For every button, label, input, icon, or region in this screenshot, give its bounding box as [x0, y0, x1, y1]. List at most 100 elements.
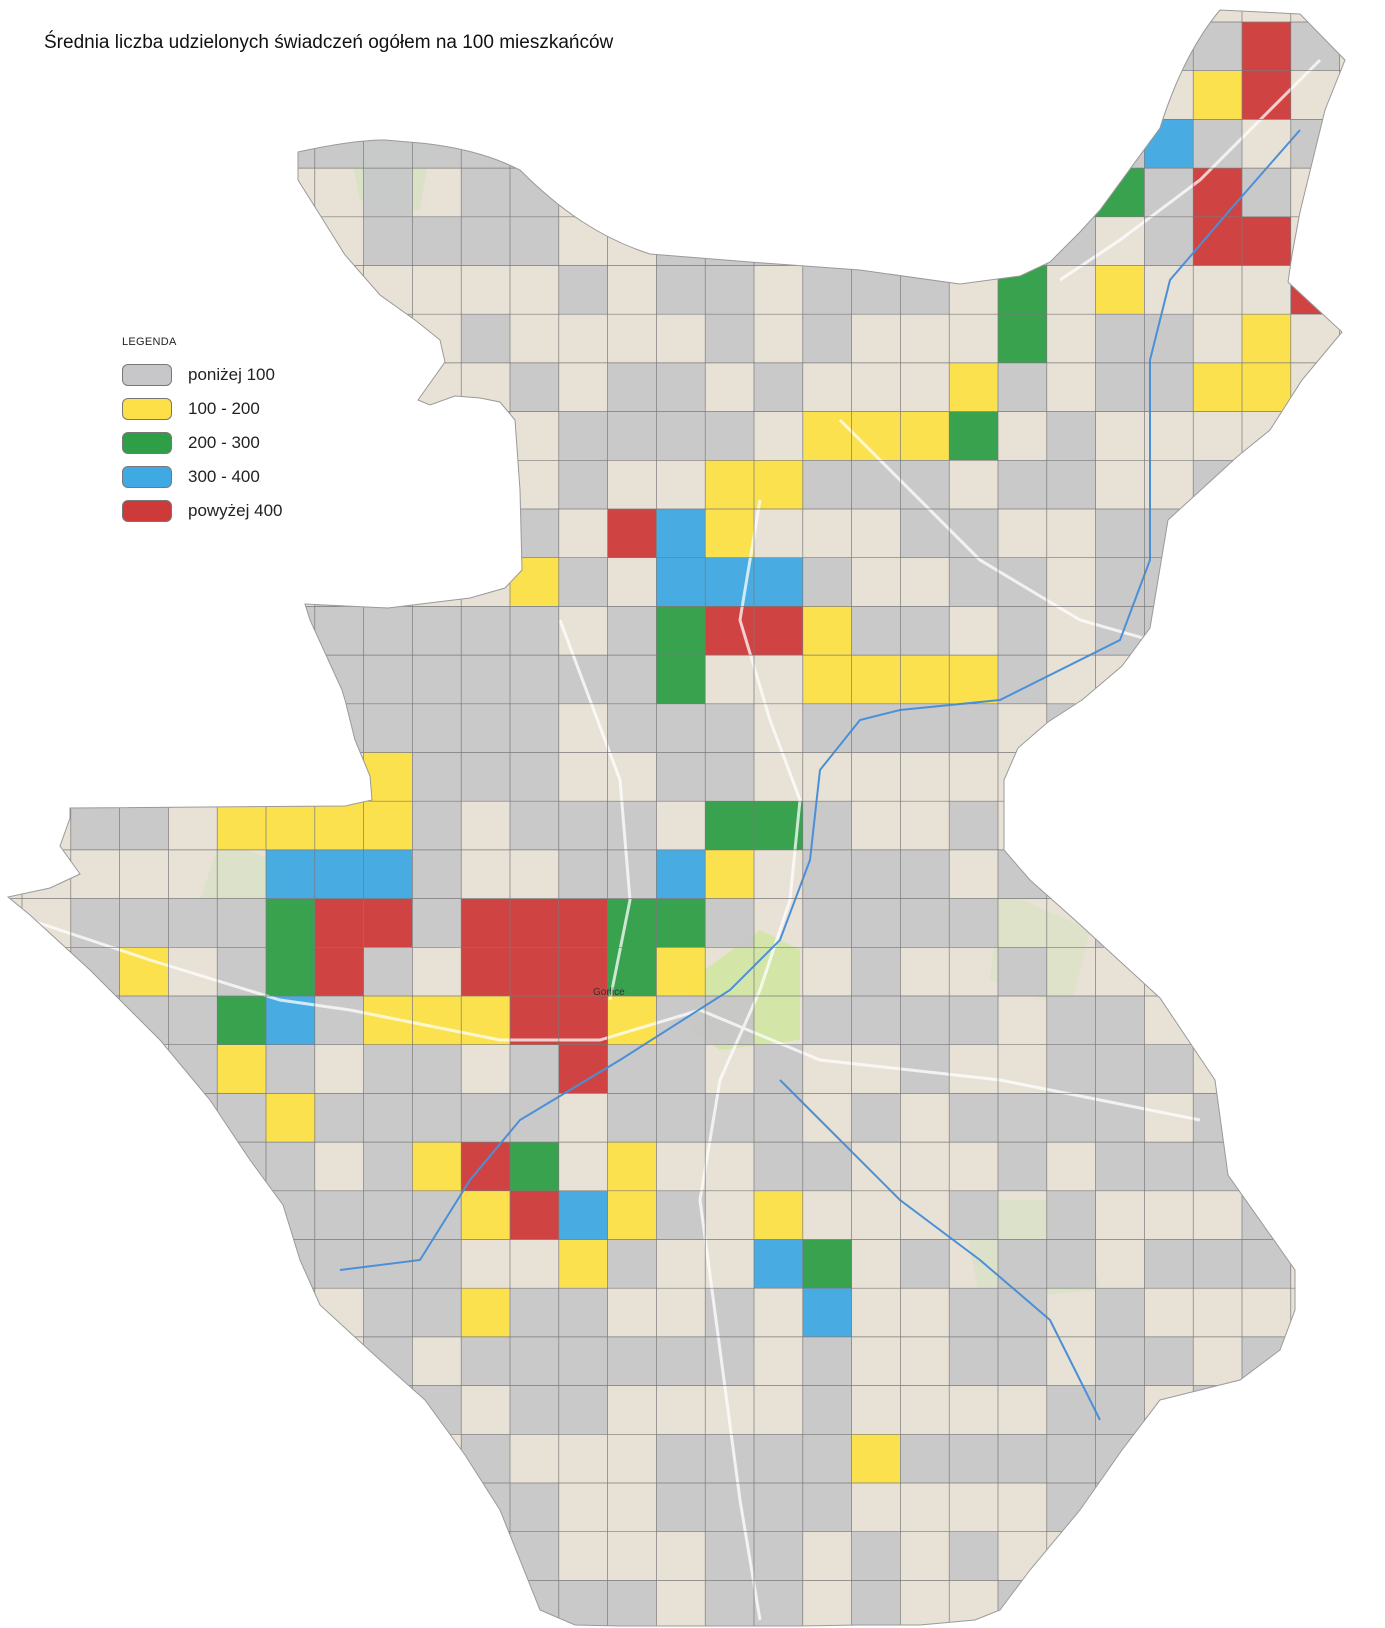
- grid-cell-gray[interactable]: [656, 1336, 706, 1386]
- grid-cell-gray[interactable]: [998, 1093, 1047, 1143]
- grid-cell-yellow[interactable]: [558, 1239, 608, 1289]
- grid-cell-gray[interactable]: [168, 655, 218, 704]
- grid-cell-gray[interactable]: [217, 655, 266, 704]
- grid-cell-gray[interactable]: [949, 1531, 998, 1581]
- grid-cell-gray[interactable]: [412, 801, 462, 850]
- grid-cell-yellow[interactable]: [754, 460, 803, 509]
- grid-cell-gray[interactable]: [22, 1531, 71, 1581]
- grid-cell-gray[interactable]: [851, 898, 901, 948]
- grid-cell-yellow[interactable]: [705, 460, 754, 509]
- grid-cell-gray[interactable]: [900, 1434, 950, 1483]
- grid-cell-gray[interactable]: [1144, 752, 1194, 802]
- grid-cell-gray[interactable]: [363, 168, 413, 217]
- grid-cell-gray[interactable]: [168, 1190, 218, 1240]
- grid-cell-gray[interactable]: [314, 1531, 364, 1581]
- grid-cell-gray[interactable]: [22, 265, 71, 315]
- grid-cell-green[interactable]: [949, 411, 998, 461]
- grid-cell-gray[interactable]: [754, 362, 803, 412]
- grid-cell-gray[interactable]: [656, 119, 706, 169]
- grid-cell-gray[interactable]: [119, 1239, 169, 1289]
- grid-cell-gray[interactable]: [1046, 996, 1096, 1045]
- grid-cell-gray[interactable]: [22, 1190, 71, 1240]
- grid-cell-gray[interactable]: [1144, 1239, 1194, 1289]
- grid-cell-gray[interactable]: [510, 1385, 559, 1435]
- grid-cell-gray[interactable]: [754, 1093, 803, 1143]
- grid-cell-gray[interactable]: [851, 947, 901, 996]
- grid-cell-gray[interactable]: [1193, 1531, 1242, 1581]
- grid-cell-gray[interactable]: [656, 703, 706, 753]
- grid-cell-gray[interactable]: [1290, 655, 1340, 704]
- grid-cell-gray[interactable]: [998, 119, 1047, 169]
- grid-cell-gray[interactable]: [558, 1580, 608, 1628]
- grid-cell-gray[interactable]: [705, 411, 754, 461]
- grid-cell-gray[interactable]: [558, 460, 608, 509]
- grid-cell-gray[interactable]: [119, 1580, 169, 1628]
- grid-cell-yellow[interactable]: [656, 947, 706, 996]
- grid-cell-gray[interactable]: [754, 1531, 803, 1581]
- grid-cell-gray[interactable]: [412, 1385, 462, 1435]
- grid-cell-gray[interactable]: [900, 216, 950, 266]
- grid-cell-gray[interactable]: [607, 655, 657, 704]
- grid-cell-gray[interactable]: [1144, 557, 1194, 607]
- grid-cell-gray[interactable]: [217, 1239, 266, 1289]
- grid-cell-gray[interactable]: [998, 849, 1047, 899]
- grid-cell-red[interactable]: [558, 947, 608, 996]
- grid-cell-gray[interactable]: [510, 655, 559, 704]
- grid-cell-gray[interactable]: [754, 70, 803, 120]
- grid-cell-gray[interactable]: [851, 996, 901, 1045]
- grid-cell-gray[interactable]: [119, 119, 169, 169]
- grid-cell-blue[interactable]: [656, 509, 706, 558]
- grid-cell-gray[interactable]: [656, 70, 706, 120]
- grid-cell-gray[interactable]: [363, 606, 413, 656]
- grid-cell-gray[interactable]: [412, 898, 462, 948]
- grid-cell-gray[interactable]: [266, 1483, 315, 1532]
- grid-cell-gray[interactable]: [22, 655, 71, 704]
- grid-cell-gray[interactable]: [1193, 119, 1242, 169]
- grid-cell-gray[interactable]: [119, 265, 169, 315]
- grid-cell-gray[interactable]: [363, 655, 413, 704]
- grid-cell-gray[interactable]: [412, 655, 462, 704]
- grid-cell-gray[interactable]: [1095, 314, 1145, 363]
- grid-cell-gray[interactable]: [70, 1483, 120, 1532]
- grid-cell-yellow[interactable]: [217, 801, 266, 850]
- grid-cell-gray[interactable]: [1095, 898, 1145, 948]
- grid-cell-gray[interactable]: [1290, 1434, 1340, 1483]
- grid-cell-gray[interactable]: [266, 655, 315, 704]
- grid-cell-gray[interactable]: [1193, 752, 1242, 802]
- grid-cell-gray[interactable]: [1095, 1288, 1145, 1337]
- grid-cell-gray[interactable]: [412, 1531, 462, 1581]
- grid-cell-gray[interactable]: [510, 703, 559, 753]
- grid-cell-gray[interactable]: [510, 168, 559, 217]
- grid-cell-yellow[interactable]: [705, 509, 754, 558]
- grid-cell-gray[interactable]: [705, 1434, 754, 1483]
- grid-cell-gray[interactable]: [22, 1142, 71, 1191]
- grid-cell-gray[interactable]: [754, 1142, 803, 1191]
- grid-cell-gray[interactable]: [217, 265, 266, 315]
- grid-cell-gray[interactable]: [802, 557, 852, 607]
- grid-cell-green[interactable]: [266, 947, 315, 996]
- grid-cell-gray[interactable]: [1144, 1044, 1194, 1094]
- grid-cell-gray[interactable]: [900, 168, 950, 217]
- grid-cell-gray[interactable]: [656, 362, 706, 412]
- grid-cell-red[interactable]: [461, 898, 510, 948]
- grid-cell-gray[interactable]: [70, 947, 120, 996]
- grid-cell-gray[interactable]: [266, 1044, 315, 1094]
- grid-cell-gray[interactable]: [168, 1385, 218, 1435]
- grid-cell-gray[interactable]: [1095, 1434, 1145, 1483]
- grid-cell-gray[interactable]: [119, 70, 169, 120]
- grid-cell-gray[interactable]: [802, 265, 852, 315]
- grid-cell-gray[interactable]: [656, 1093, 706, 1143]
- grid-cell-gray[interactable]: [314, 1190, 364, 1240]
- grid-cell-yellow[interactable]: [1193, 70, 1242, 120]
- grid-cell-gray[interactable]: [656, 168, 706, 217]
- grid-cell-gray[interactable]: [1242, 1531, 1291, 1581]
- grid-cell-gray[interactable]: [607, 1336, 657, 1386]
- grid-cell-gray[interactable]: [314, 1580, 364, 1628]
- grid-cell-yellow[interactable]: [461, 1288, 510, 1337]
- grid-cell-gray[interactable]: [900, 996, 950, 1045]
- grid-cell-gray[interactable]: [22, 362, 71, 412]
- grid-cell-gray[interactable]: [314, 996, 364, 1045]
- grid-cell-gray[interactable]: [217, 1483, 266, 1532]
- grid-cell-gray[interactable]: [851, 1531, 901, 1581]
- grid-cell-yellow[interactable]: [1193, 362, 1242, 412]
